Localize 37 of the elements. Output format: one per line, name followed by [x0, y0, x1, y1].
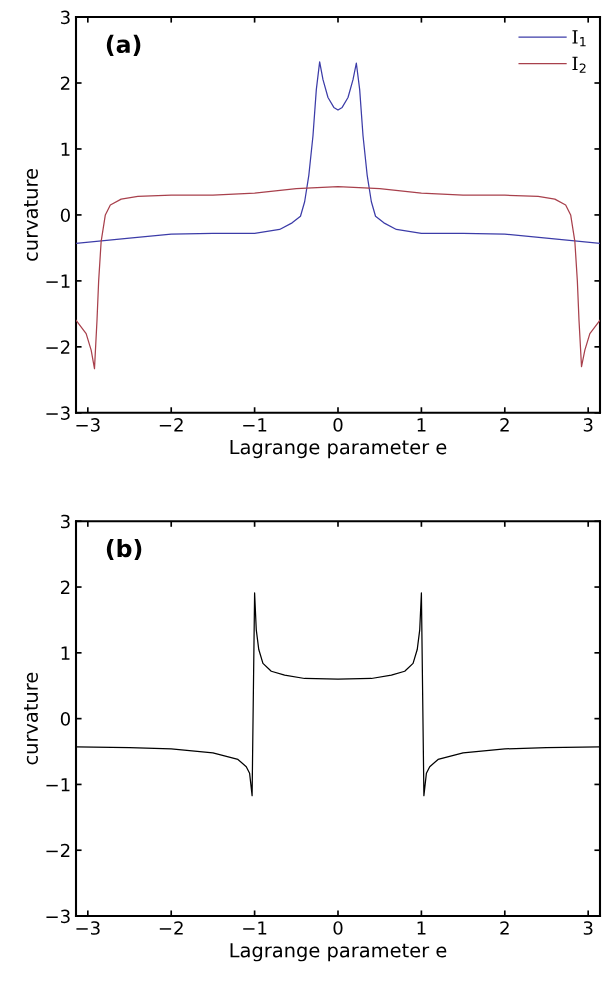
- x-tick-label: −2: [159, 921, 183, 935]
- x-tick-label: 1: [417, 418, 426, 432]
- x-tick-label: 0: [333, 418, 343, 432]
- y-tick-label: 1: [61, 646, 70, 660]
- x-tick-label: 0: [333, 921, 343, 935]
- y-tick-label: 2: [60, 76, 70, 90]
- legend-label: I$_{2}$: [572, 56, 586, 73]
- y-tick-label: 3: [61, 514, 70, 529]
- x-tick-label: 1: [417, 921, 426, 935]
- legend-label: I$_{1}$: [572, 30, 586, 47]
- y-tick-label: −1: [46, 274, 70, 288]
- y-tick-label: 1: [61, 142, 70, 156]
- x-axis-title: Lagrange parameter e: [230, 439, 447, 459]
- x-tick-label: 2: [500, 921, 509, 935]
- line-series: [76, 185, 600, 370]
- y-tick-label: −2: [46, 340, 70, 354]
- y-tick-label: 0: [60, 712, 70, 726]
- y-tick-label: −3: [46, 406, 70, 420]
- x-tick-label: −2: [159, 418, 183, 432]
- annotation: (b): [106, 539, 142, 561]
- y-tick-label: −2: [46, 843, 70, 858]
- y-tick-label: 0: [60, 208, 70, 223]
- x-tick-label: 3: [583, 418, 593, 432]
- x-tick-label: −1: [243, 921, 267, 935]
- x-tick-label: 3: [583, 921, 593, 935]
- x-tick-label: −3: [76, 418, 100, 432]
- y-tick-label: −3: [46, 909, 70, 924]
- y-axis-title: curvature: [24, 169, 38, 261]
- x-tick-label: 2: [500, 418, 509, 432]
- x-axis-title: Lagrange parameter e: [230, 943, 447, 962]
- y-tick-label: −1: [46, 778, 70, 792]
- x-tick-label: −1: [243, 418, 267, 432]
- y-axis-title: curvature: [24, 672, 38, 765]
- y-tick-label: 3: [61, 10, 70, 25]
- x-tick-label: −3: [76, 921, 100, 935]
- y-tick-label: 2: [60, 580, 70, 594]
- annotation: (a): [106, 34, 141, 56]
